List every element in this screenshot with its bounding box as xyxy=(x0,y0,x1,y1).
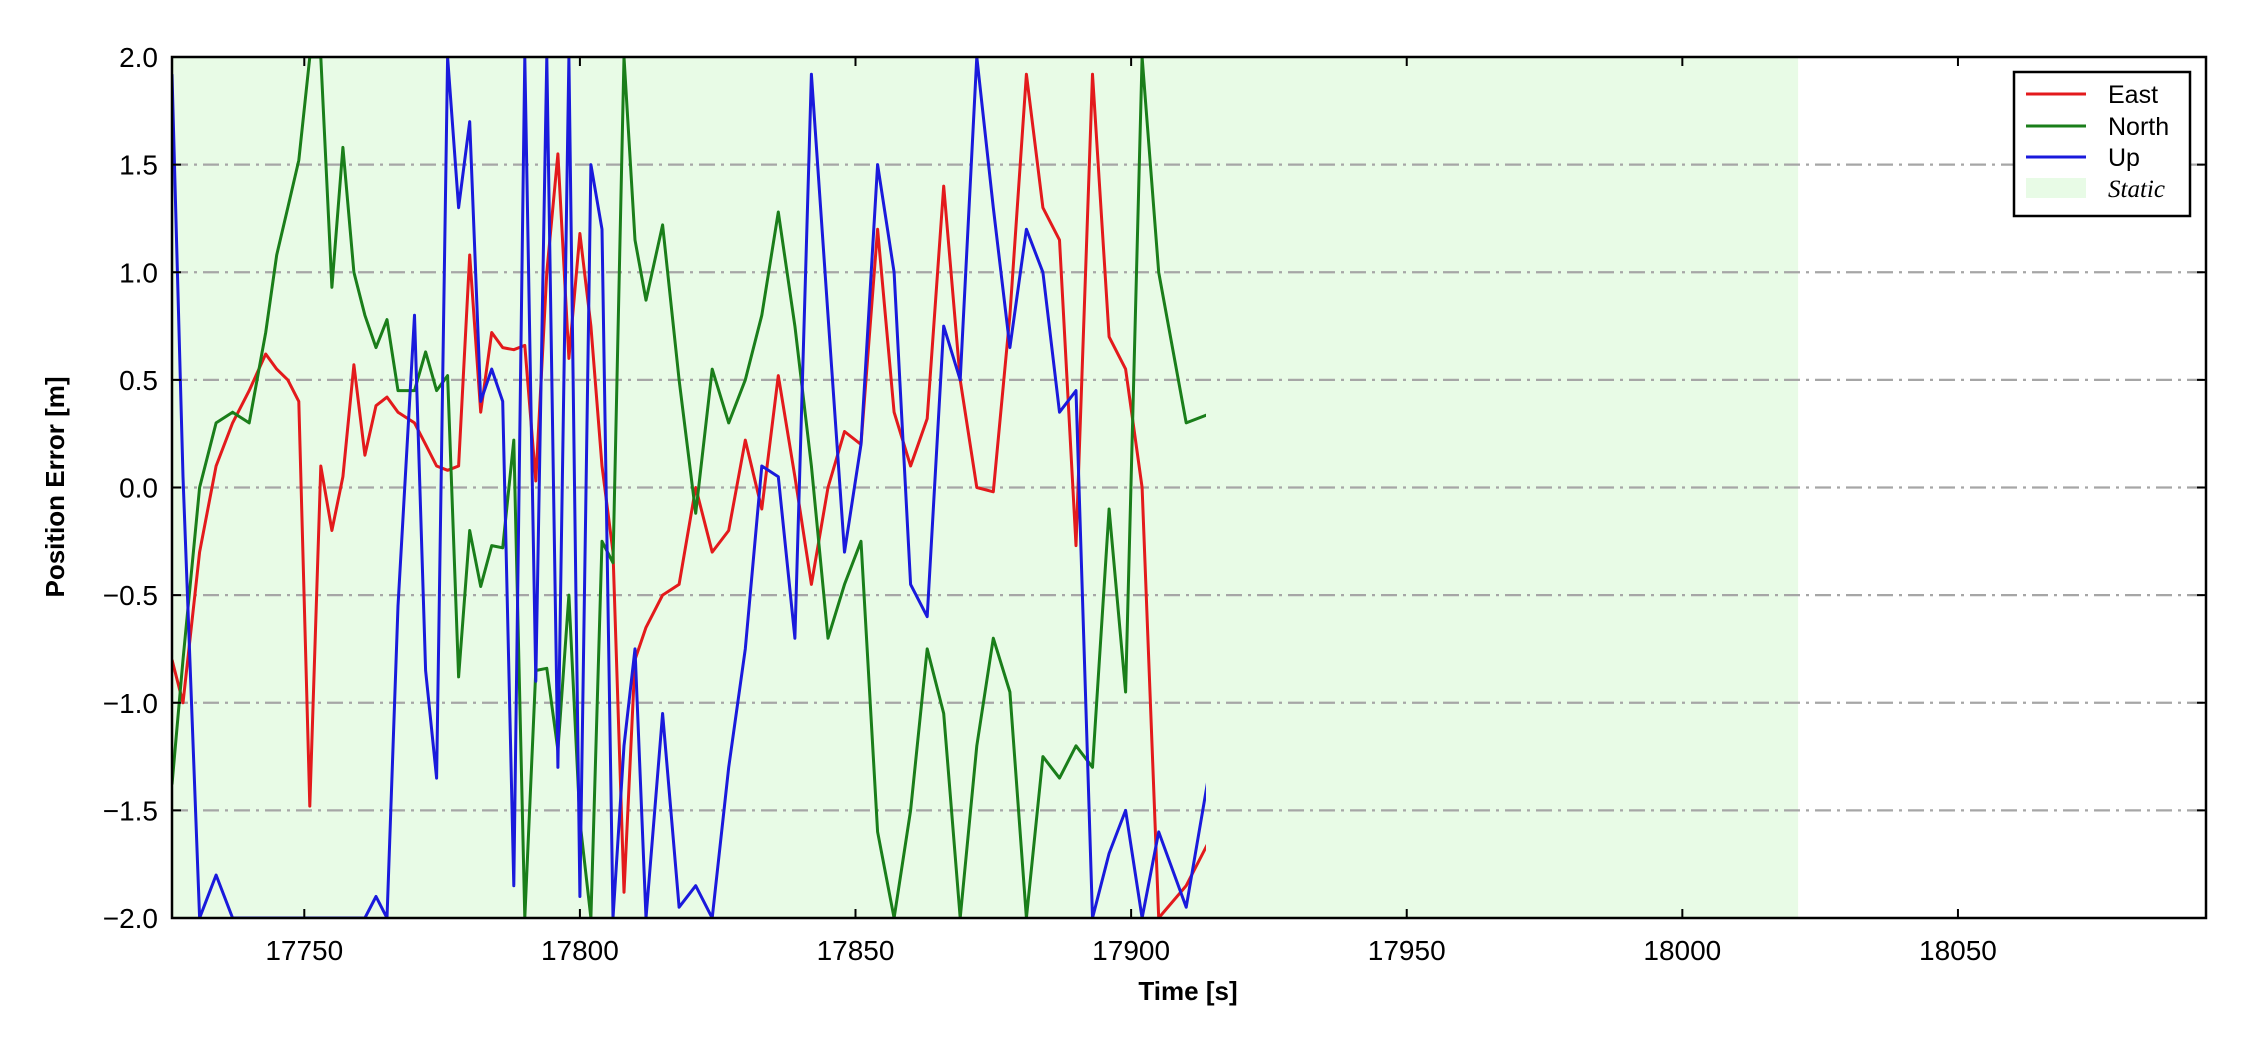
x-axis-label: Time [s] xyxy=(1138,976,1237,1006)
y-tick-label: −2.0 xyxy=(103,903,158,934)
x-tick-label: 17950 xyxy=(1368,935,1446,966)
series-line-up xyxy=(172,57,1206,918)
y-tick-label: 1.5 xyxy=(119,150,158,181)
series-layer xyxy=(172,57,1206,918)
y-axis-ticks: −2.0 −1.5 −1.0 −0.5 0.0 0.5 1.0 1.5 2.0 xyxy=(103,42,2206,934)
series-line-north xyxy=(172,57,1206,918)
y-tick-label: 0.0 xyxy=(119,473,158,504)
legend-label-static: Static xyxy=(2108,176,2165,203)
legend-label-north: North xyxy=(2108,113,2169,141)
x-tick-label: 18050 xyxy=(1919,935,1997,966)
y-tick-label: −1.5 xyxy=(103,795,158,826)
x-axis-ticks: 17750 17800 17850 17900 17950 18000 18050 xyxy=(265,57,1997,966)
x-tick-label: 17900 xyxy=(1092,935,1170,966)
series-line-east xyxy=(172,72,1206,918)
x-tick-label: 17850 xyxy=(817,935,895,966)
x-tick-label: 17800 xyxy=(541,935,619,966)
y-tick-label: −0.5 xyxy=(103,580,158,611)
legend-label-east: East xyxy=(2108,81,2158,109)
x-tick-label: 17750 xyxy=(265,935,343,966)
grid-lines xyxy=(172,163,2206,812)
y-axis-label: Position Error [m] xyxy=(40,376,70,597)
plot-area xyxy=(170,55,2208,920)
x-tick-label: 18000 xyxy=(1643,935,1721,966)
y-tick-label: 2.0 xyxy=(119,42,158,73)
y-tick-label: −1.0 xyxy=(103,688,158,719)
legend-swatch-static xyxy=(2026,178,2086,198)
y-tick-label: 1.0 xyxy=(119,257,158,288)
legend: East North Up Static xyxy=(2012,70,2192,218)
y-tick-label: 0.5 xyxy=(119,365,158,396)
legend-box xyxy=(2012,70,2192,218)
legend-label-up: Up xyxy=(2108,144,2140,172)
